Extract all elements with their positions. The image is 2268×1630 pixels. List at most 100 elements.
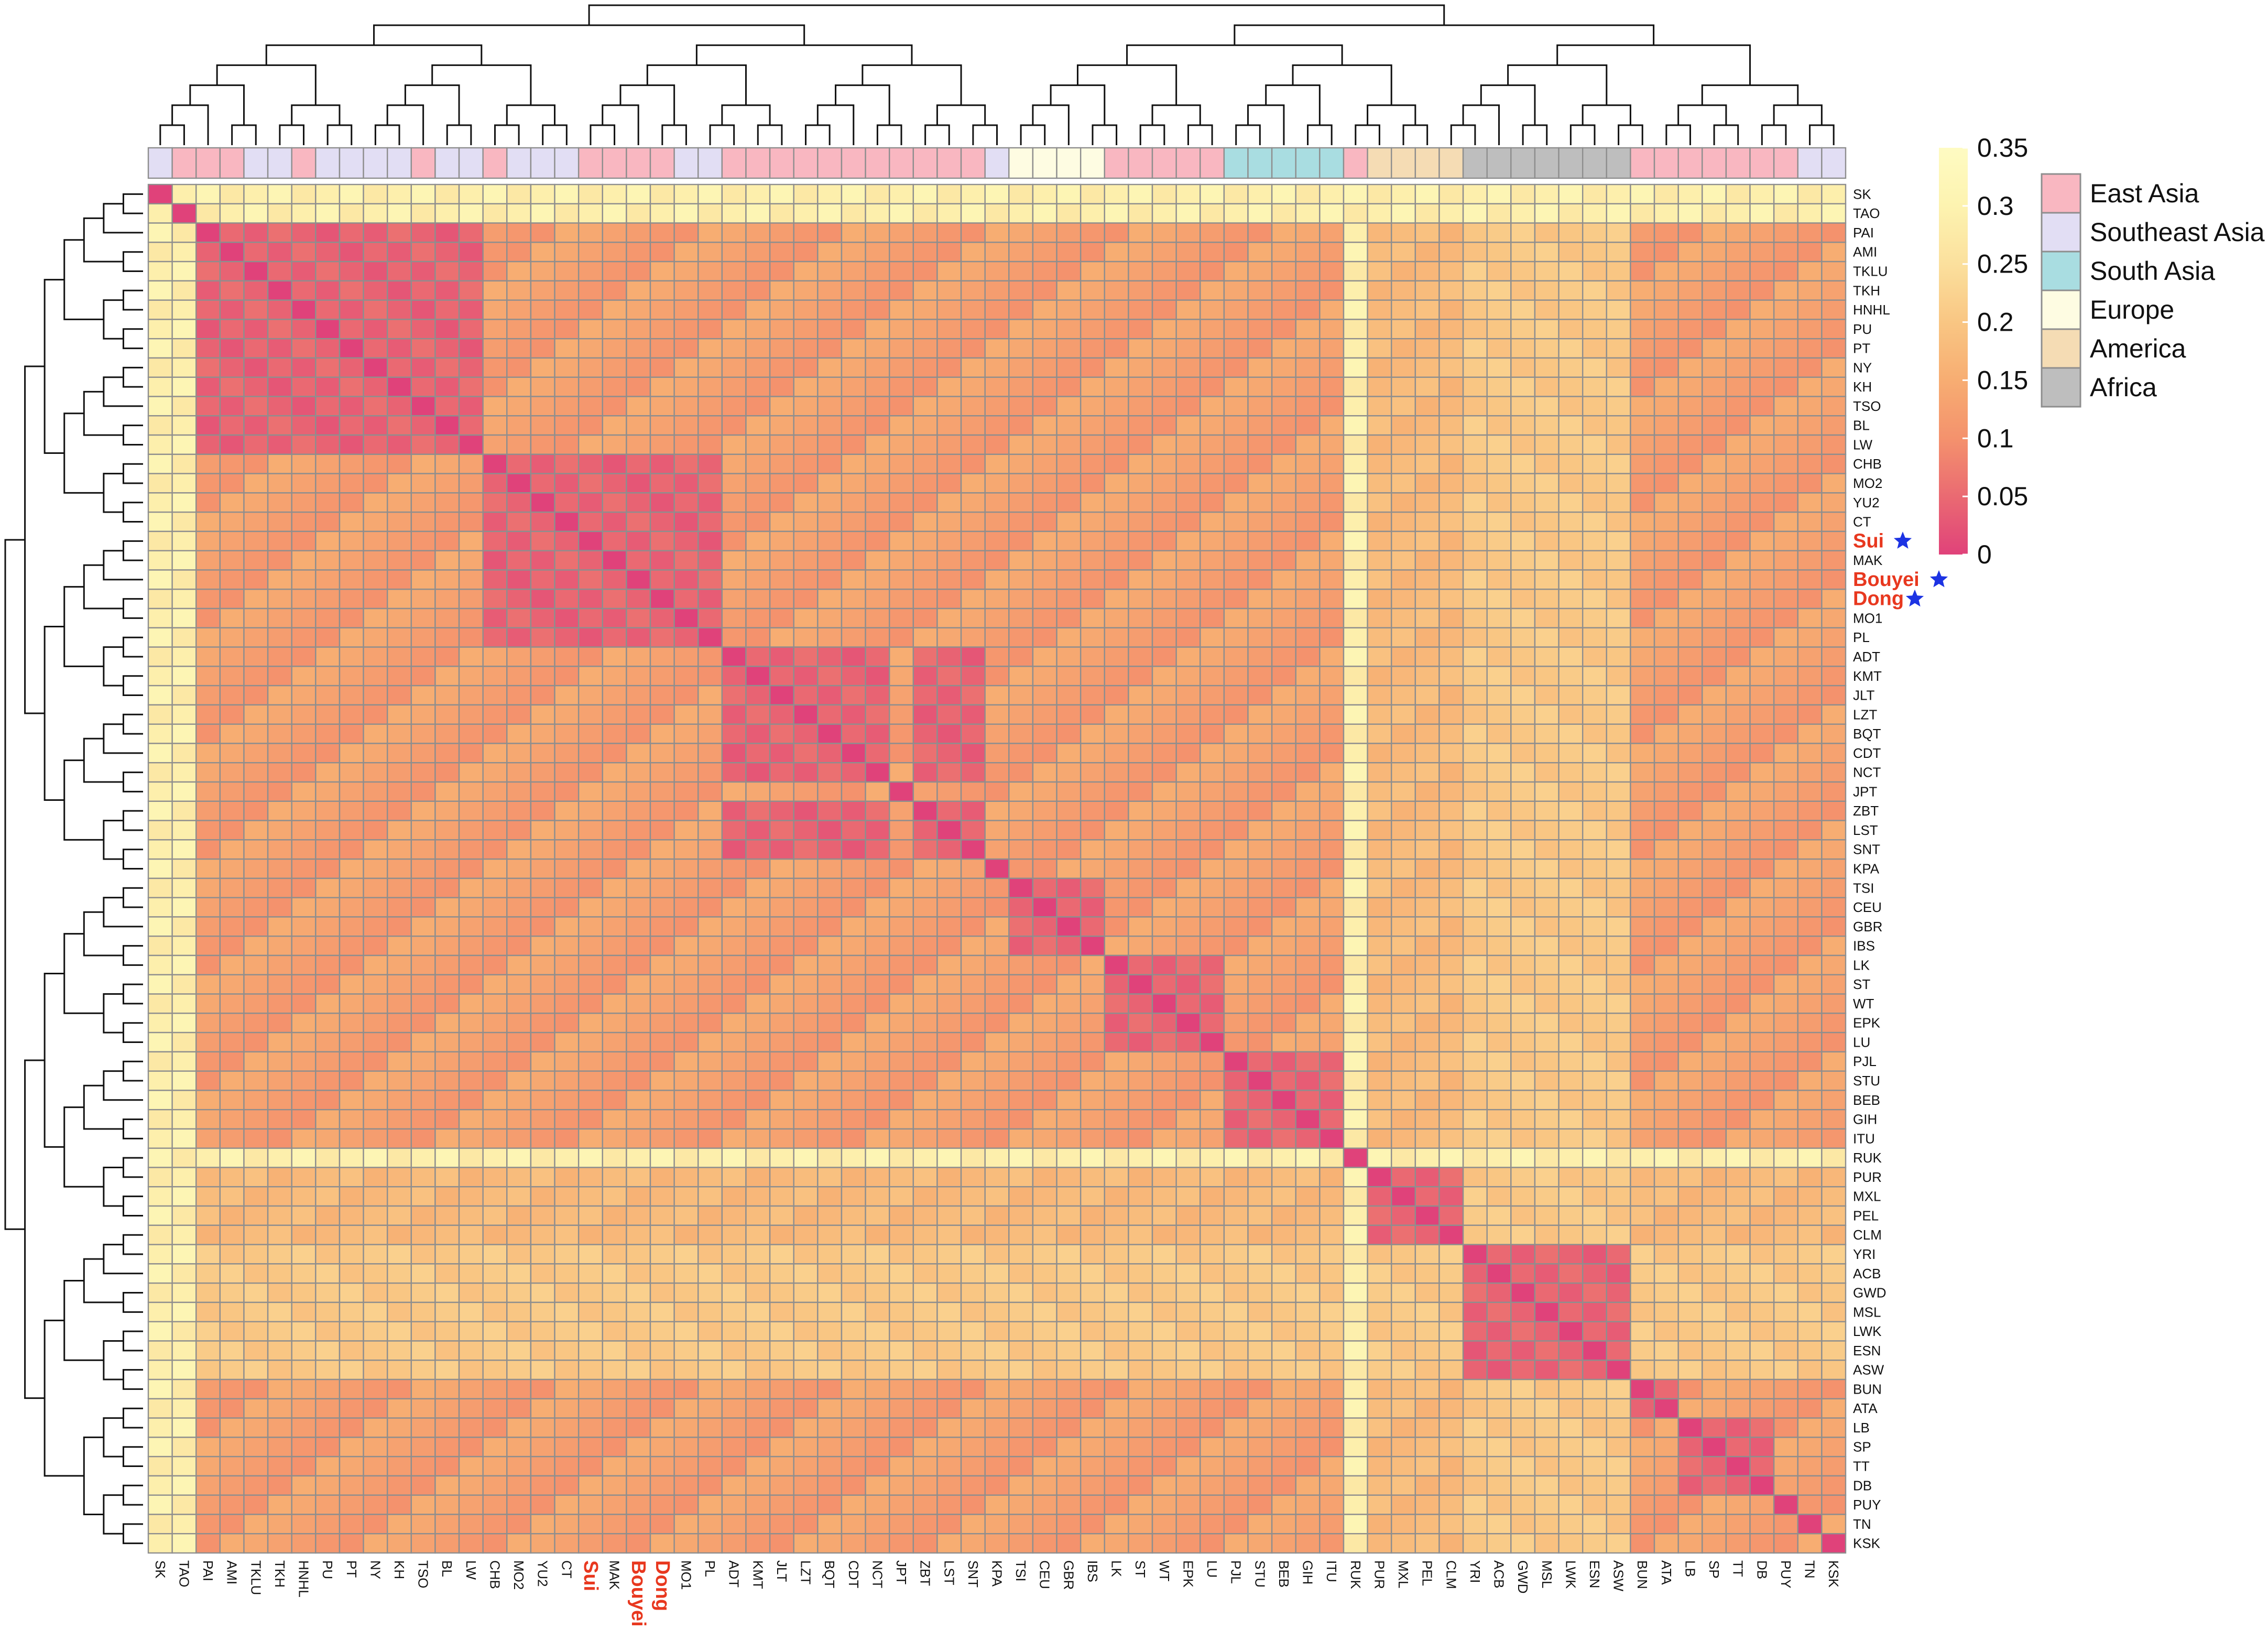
cell-CEU-Dong: [649, 897, 675, 918]
cell-ADT-MAK: [602, 646, 627, 667]
cell-JPT-PEL: [1414, 781, 1440, 802]
cell-WT-NCT: [865, 993, 890, 1014]
cell-CEU-ZBT: [912, 897, 938, 918]
cell-CHB-HNHL: [291, 453, 317, 474]
cell-Bouyei-SNT: [960, 569, 986, 590]
cell-AMI-GWD: [1510, 242, 1536, 263]
cell-ADT-ESN: [1582, 646, 1608, 667]
cell-HNHL-TKH: [267, 299, 292, 320]
cell-BUN-YU2: [530, 1378, 555, 1400]
cell-TSO-PEL: [1414, 396, 1440, 417]
cell-Bouyei-DB: [1749, 569, 1775, 590]
cell-ASW-KH: [386, 1360, 412, 1381]
cell-YRI-LB: [1677, 1244, 1703, 1265]
cell-CHB-LB: [1677, 453, 1703, 474]
cell-BEB-CDT: [841, 1090, 866, 1111]
cell-ADT-LWK: [1558, 646, 1584, 667]
cell-LB-MSL: [1534, 1417, 1560, 1438]
cell-TSI-CDT: [841, 877, 866, 898]
cell-CEU-TSI: [1008, 897, 1034, 918]
cell-LZT-LU: [1200, 704, 1225, 725]
cell-RUK-BUN: [1630, 1147, 1655, 1168]
cell-SP-CLM: [1438, 1437, 1464, 1458]
cell-PUY-BQT: [817, 1494, 843, 1515]
cell-ST-TSI: [1008, 974, 1034, 995]
cell-ESN-LWK: [1558, 1340, 1584, 1361]
cell-MO2-MXL: [1391, 473, 1416, 494]
cell-STU-WT: [1151, 1070, 1177, 1091]
cell-ITU-JLT: [769, 1128, 794, 1149]
cell-BQT-LU: [1200, 723, 1225, 744]
cell-ITU-LWK: [1558, 1128, 1584, 1149]
cell-DB-SP: [1702, 1475, 1727, 1496]
cell-RUK-YU2: [530, 1147, 555, 1168]
cell-PL-NY: [363, 627, 388, 648]
cell-BUN-GWD: [1510, 1378, 1536, 1400]
cell-PEL-TSI: [1008, 1205, 1034, 1226]
cell-GWD-CT: [554, 1282, 580, 1303]
cell-LW-MO2: [506, 434, 532, 455]
cell-RUK-STU: [1247, 1147, 1273, 1168]
cell-KH-YU2: [530, 376, 555, 397]
cell-TT-PJL: [1223, 1455, 1249, 1477]
cell-MO1-MSL: [1534, 607, 1560, 629]
cell-CEU-BQT: [817, 897, 843, 918]
cell-TSI-ASW: [1606, 877, 1631, 898]
cell-ST-RUK: [1343, 974, 1368, 995]
cell-PJL-ESN: [1582, 1051, 1608, 1072]
cell-MO1-BEB: [1271, 607, 1296, 629]
cell-BL-KH: [386, 415, 412, 436]
cell-MSL-LU: [1200, 1301, 1225, 1322]
cell-ATA-NCT: [865, 1398, 890, 1419]
cell-PUY-YRI: [1462, 1494, 1488, 1515]
cell-AMI-ASW: [1606, 242, 1631, 263]
cell-ADT-LK: [1104, 646, 1129, 667]
cell-NCT-LB: [1677, 762, 1703, 783]
cell-LST-PUR: [1367, 820, 1392, 841]
cell-CEU-CT: [554, 897, 580, 918]
cell-ADT-ST: [1128, 646, 1153, 667]
cell-Sui-CHB: [482, 530, 508, 551]
cell-LU-LZT: [793, 1031, 819, 1053]
cell-LST-PT: [339, 820, 364, 841]
cell-PEL-LU: [1200, 1205, 1225, 1226]
cell-LW-Dong: [649, 434, 675, 455]
cell-ADT-KPA: [984, 646, 1010, 667]
cell-YRI-LU: [1200, 1244, 1225, 1265]
cell-KPA-ITU: [1319, 858, 1345, 879]
cell-YRI-MXL: [1391, 1244, 1416, 1265]
cell-MO2-BEB: [1271, 473, 1296, 494]
cell-ZBT-TKLU: [243, 800, 269, 821]
cell-ITU-Bouyei: [626, 1128, 651, 1149]
cell-PAI-WT: [1151, 222, 1177, 243]
cell-RUK-NY: [363, 1147, 388, 1168]
cell-MO2-YRI: [1462, 473, 1488, 494]
cell-JLT-ESN: [1582, 684, 1608, 706]
annotation-KMT: [745, 147, 771, 179]
cell-LU-PU: [315, 1031, 341, 1053]
cell-LST-ST: [1128, 820, 1153, 841]
cell-GWD-SNT: [960, 1282, 986, 1303]
cell-IBS-GIH: [1295, 936, 1321, 957]
cell-ITU-JPT: [889, 1128, 914, 1149]
cell-MAK-TKH: [267, 550, 292, 571]
cell-ACB-CT: [554, 1263, 580, 1284]
cell-GIH-PUY: [1773, 1109, 1798, 1130]
cell-AMI-DB: [1749, 242, 1775, 263]
cell-RUK-BEB: [1271, 1147, 1296, 1168]
cell-AMI-LU: [1200, 242, 1225, 263]
cell-PL-PL: [697, 627, 723, 648]
cell-JPT-CLM: [1438, 781, 1464, 802]
cell-MAK-GBR: [1056, 550, 1082, 571]
cell-TKLU-SK: [147, 260, 173, 282]
cell-SK-EPK: [1175, 183, 1201, 204]
cell-MSL-ESN: [1582, 1301, 1608, 1322]
cell-DB-TT: [1725, 1475, 1751, 1496]
cell-MO1-TSO: [410, 607, 436, 629]
cell-IBS-ST: [1128, 936, 1153, 957]
cell-ESN-DB: [1749, 1340, 1775, 1361]
cell-LU-PUR: [1367, 1031, 1392, 1053]
cell-ASW-PT: [339, 1360, 364, 1381]
cell-LW-PL: [697, 434, 723, 455]
